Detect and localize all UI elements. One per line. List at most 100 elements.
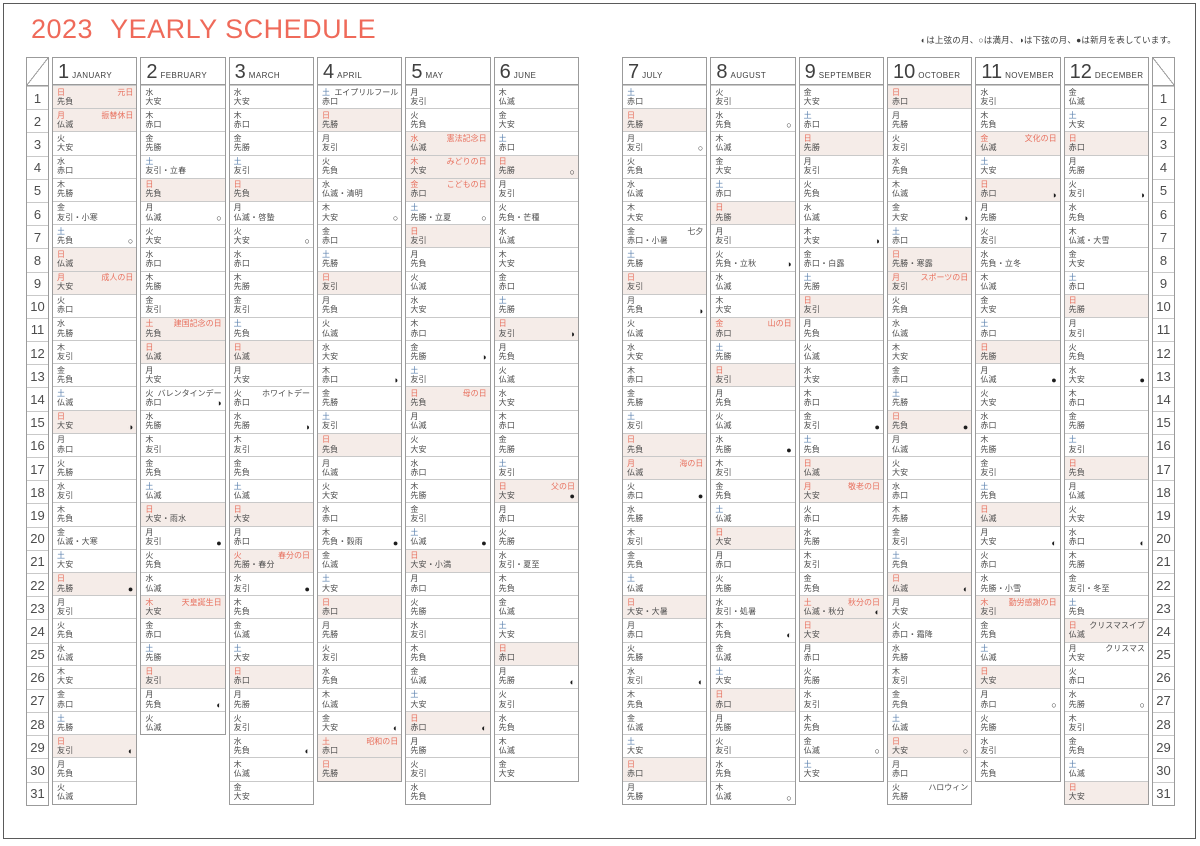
day-line-top: 水: [980, 575, 1056, 584]
rokuyo-label: 友引: [715, 96, 732, 106]
day-line-top: 木: [627, 204, 703, 213]
rokuyo-label: 先勝: [715, 212, 732, 222]
day-line-bottom: 先負: [804, 445, 880, 455]
day-line-bottom: 大安: [322, 584, 398, 594]
day-line-bottom: 友引: [980, 746, 1056, 756]
weekday-label: 金: [410, 180, 419, 190]
day-line-top: 月: [892, 598, 968, 608]
day-cell: 日仏滅: [53, 247, 137, 271]
day-line-bottom: 先負: [410, 120, 486, 130]
day-line-bottom: 仏滅: [145, 723, 221, 733]
day-number: 6: [27, 201, 48, 225]
month-number: 9: [804, 61, 816, 83]
weekday-label: 金: [980, 458, 989, 468]
day-line-bottom: 先負: [627, 445, 703, 455]
day-cell: 木赤口: [229, 108, 313, 131]
day-line-bottom: 仏滅: [322, 700, 398, 710]
day-line-top: 土: [1069, 598, 1145, 608]
rokuyo-label: 大安: [715, 537, 732, 547]
day-line-top: 月: [57, 598, 133, 608]
rokuyo-label: 先勝: [627, 398, 644, 408]
day-line-top: 木: [322, 366, 398, 376]
weekday-label: 日: [410, 388, 419, 398]
weekday-label: 水: [57, 319, 65, 329]
month-header: 12 DECEMBER: [1064, 58, 1148, 85]
day-line-bottom: 大安 ◑: [57, 422, 133, 431]
rokuyo-label: 仏滅: [627, 583, 644, 593]
day-cell: 月大安: [229, 363, 313, 386]
rokuyo-label: 仏滅: [498, 235, 516, 245]
weekday-label: 金: [803, 736, 812, 746]
weekday-label: 火: [498, 203, 507, 213]
day-cell: 火大安 ○: [229, 224, 313, 247]
rokuyo-label: 先負: [891, 421, 909, 431]
weekday-label: 水: [1068, 203, 1077, 213]
day-line-bottom: 大安: [499, 630, 575, 640]
day-line-bottom: 先負: [410, 399, 486, 408]
day-line-top: 月: [627, 784, 703, 793]
day-line-bottom: 友引: [1069, 445, 1145, 455]
rokuyo-label: 先勝: [891, 653, 909, 663]
day-cell: 日先負: [317, 432, 402, 456]
day-number: 18: [27, 480, 48, 503]
day-line-top: 水: [499, 714, 575, 724]
rokuyo-label: 友引: [233, 722, 251, 732]
day-line-top: 火: [715, 250, 791, 260]
day-line-top: 金: [145, 459, 221, 469]
day-line-top: 月スポーツの日: [892, 273, 968, 283]
day-line-top: 月: [145, 691, 221, 700]
weekday-label: 木: [410, 644, 419, 653]
day-line-bottom: 大安: [1069, 259, 1145, 269]
weekday-label: 月: [627, 296, 635, 306]
weekday-label: 木: [498, 574, 507, 584]
day-cell: 月友引: [494, 177, 578, 201]
day-cell: 木仏滅: [711, 131, 795, 154]
event-label: クリスマス: [1105, 644, 1145, 653]
day-line-top: 日: [804, 297, 880, 306]
day-number: 22: [1152, 572, 1174, 596]
day-line-bottom: 赤口: [234, 399, 310, 408]
day-number: 1: [27, 86, 48, 109]
rokuyo-label: 仏滅: [980, 374, 997, 384]
day-line-bottom: 仏滅: [57, 654, 133, 663]
rokuyo-label: 先勝: [980, 722, 997, 732]
day-line-top: 土: [892, 714, 968, 724]
rokuyo-label: 仏滅: [1068, 490, 1086, 500]
rokuyo-label: 友引: [410, 630, 427, 639]
day-line-top: 火: [410, 598, 486, 608]
day-cell: 木先勝: [141, 270, 225, 294]
day-cell: 土秋分の日 仏滅・秋分 ◐: [799, 595, 883, 619]
rokuyo-label: 仏滅: [145, 583, 162, 593]
day-line-bottom: 仏滅: [57, 120, 133, 130]
day-line-top: 土: [892, 552, 968, 561]
day-cell: 火大安: [406, 432, 490, 456]
day-line-bottom: 友引: [233, 722, 310, 733]
day-line-top: 木: [980, 436, 1056, 445]
weekday-label: 土: [980, 644, 989, 653]
day-line-bottom: 先負: [980, 491, 1056, 501]
day-line-bottom: 先負・立冬: [980, 259, 1056, 269]
day-line-top: 木: [410, 320, 486, 329]
day-line-bottom: 仏滅: [322, 561, 398, 570]
day-line-top: 火: [57, 784, 133, 793]
day-line-bottom: 先負: [804, 329, 880, 339]
day-line-bottom: 仏滅: [804, 468, 880, 478]
day-line-bottom: 先負: [715, 491, 791, 501]
weekday-label: 木: [803, 713, 812, 723]
day-line-bottom: 赤口: [499, 283, 575, 292]
day-line-bottom: 赤口: [804, 654, 880, 663]
weekday-label: 火: [1068, 342, 1077, 352]
weekday-label: 月: [1068, 157, 1077, 167]
day-line-bottom: 先勝: [627, 399, 703, 408]
holiday-label: 山の日: [767, 319, 792, 329]
weekday-label: 火: [803, 342, 812, 352]
rokuyo-label: 仏滅: [57, 398, 74, 408]
moon-first-quarter-icon: ◐: [1139, 537, 1145, 548]
day-cell: 日大安・大暑: [623, 595, 707, 619]
day-line-top: 水: [715, 273, 791, 283]
day-line-top: 木: [892, 505, 968, 515]
day-line-top: 日: [234, 505, 310, 515]
rokuyo-label: 赤口: [627, 769, 644, 779]
day-cell: 月先勝: [887, 108, 972, 131]
day-line-bottom: 赤口: [892, 770, 968, 779]
